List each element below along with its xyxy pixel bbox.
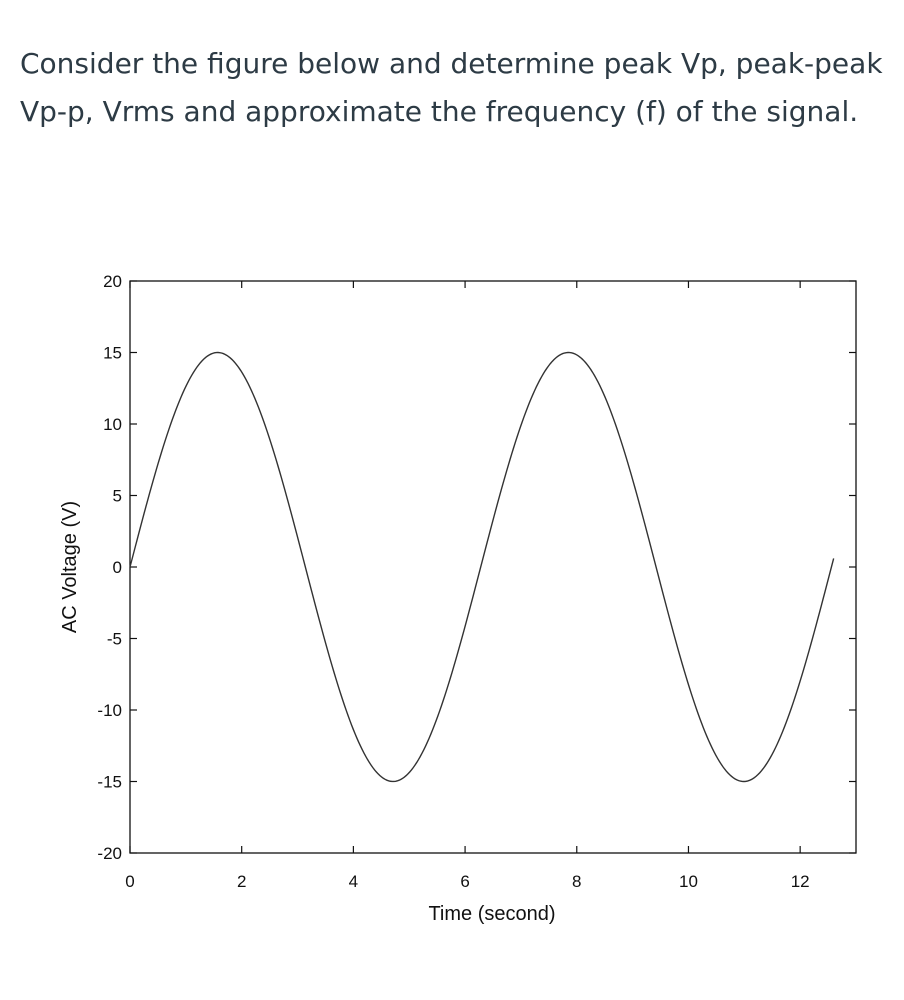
y-tick-label: 0 bbox=[113, 558, 122, 577]
y-tick-label: 15 bbox=[103, 344, 122, 363]
x-tick-label: 6 bbox=[460, 872, 469, 891]
y-axis-title: AC Voltage (V) bbox=[59, 501, 81, 633]
y-tick-label: 10 bbox=[103, 415, 122, 434]
y-tick-label: -20 bbox=[97, 844, 122, 863]
y-tick-label: -5 bbox=[107, 630, 122, 649]
question-line-1: Consider the figure below and determine … bbox=[20, 47, 883, 80]
x-tick-label: 4 bbox=[349, 872, 358, 891]
x-tick-label: 0 bbox=[125, 872, 134, 891]
x-tick-label: 2 bbox=[237, 872, 246, 891]
y-tick-label: 20 bbox=[103, 272, 122, 291]
question-line-2: Vp-p, Vrms and approximate the frequency… bbox=[20, 95, 859, 128]
y-tick-label: -10 bbox=[97, 701, 122, 720]
y-tick-label: -15 bbox=[97, 773, 122, 792]
y-tick-label: 5 bbox=[113, 487, 122, 506]
x-tick-label: 12 bbox=[791, 872, 810, 891]
x-axis-title: Time (second) bbox=[428, 903, 555, 925]
series-line-ac-voltage bbox=[129, 351, 835, 783]
axis-tick-labels: 0 2 4 6 8 10 12 20 15 10 5 0 -5 -10 -15 -20 bbox=[97, 272, 809, 891]
x-tick-label: 8 bbox=[572, 872, 581, 891]
question-text: Consider the figure below and determine … bbox=[20, 40, 890, 136]
axis-ticks bbox=[129, 280, 856, 854]
x-tick-label: 10 bbox=[679, 872, 698, 891]
